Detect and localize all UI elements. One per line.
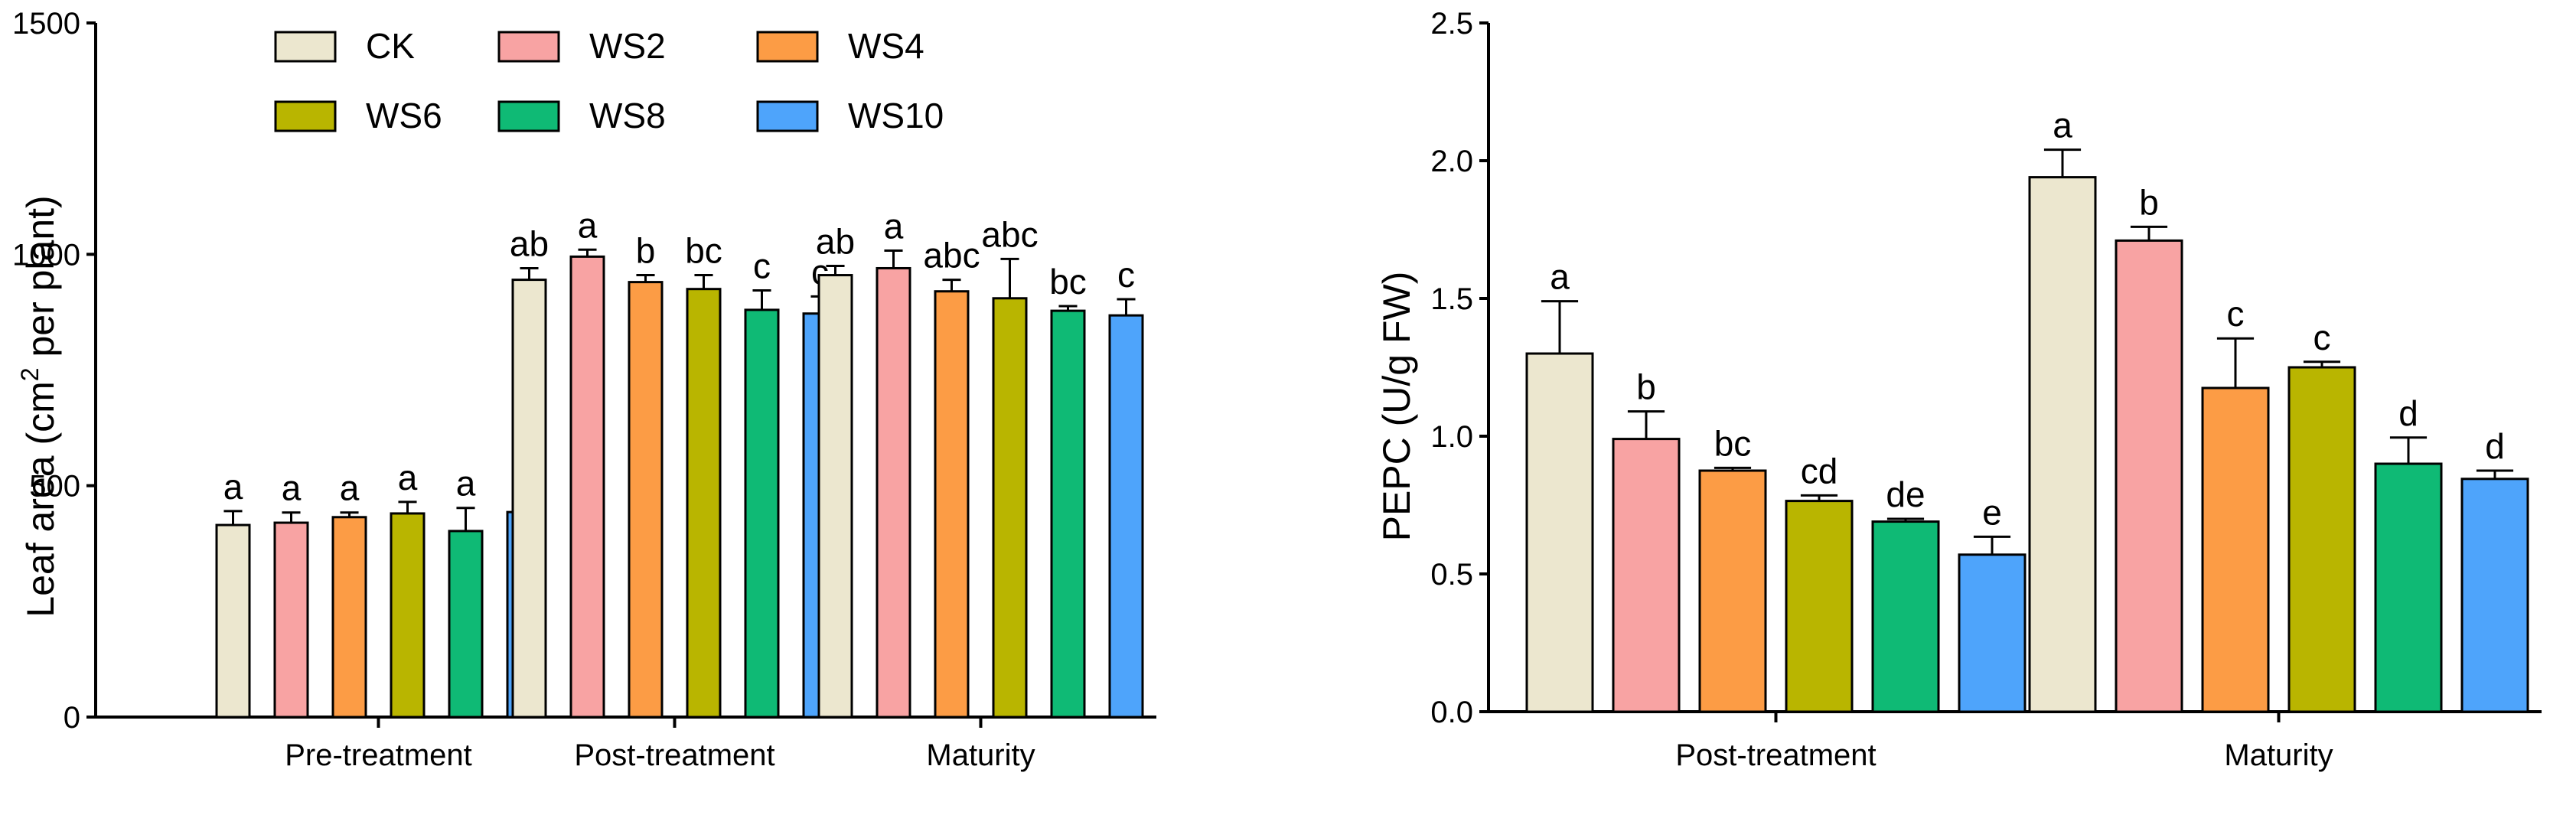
pepc-significance-letter: a — [2053, 106, 2072, 145]
leaf-area-significance-letter: a — [456, 464, 476, 504]
pepc-y-tick-label: 2.5 — [1430, 7, 1473, 41]
leaf-area-bar-ws4 — [331, 516, 367, 719]
leaf-area-significance-letter: bc — [685, 231, 722, 271]
pepc-bar-ws10 — [2460, 478, 2529, 713]
pepc-bar-ws8 — [1871, 520, 1940, 713]
pepc-significance-letter: cd — [1801, 451, 1838, 491]
pepc-y-tick-label: 1.5 — [1430, 282, 1473, 316]
leaf-area-y-label-superscript: 2 — [16, 367, 44, 381]
leaf-area-significance-letter: a — [282, 468, 302, 508]
leaf-area-bar-ws6 — [390, 512, 426, 719]
legend-swatch-ws10 — [756, 100, 819, 132]
legend-swatch-ck — [274, 31, 337, 63]
leaf-area-significance-letter: a — [884, 206, 904, 246]
pepc-significance-letter: e — [1982, 492, 2002, 532]
pepc-chart: PEPC (U/g FW) 0.0 0.5 1.0 1.5 2.0 2.5 Post-tre… — [1375, 7, 2542, 772]
pepc-significance-letter: c — [2227, 294, 2245, 334]
legend-label-ws8: WS8 — [589, 96, 666, 135]
pepc-y-axis-label: PEPC (U/g FW) — [1375, 272, 1418, 542]
leaf-area-significance-letter: abc — [923, 236, 980, 275]
pepc-significance-letter: bc — [1714, 423, 1752, 463]
leaf-area-significance-letter: bc — [1049, 262, 1087, 302]
pepc-significance-letter: d — [2485, 426, 2505, 466]
pepc-bar-ws10 — [1958, 553, 2027, 713]
leaf-area-y-tick-label: 1500 — [12, 7, 80, 41]
leaf-area-significance-letter: a — [223, 467, 243, 507]
leaf-area-significance-letter: ab — [510, 223, 549, 263]
pepc-significance-letter: de — [1886, 474, 1925, 514]
pepc-significance-letter: b — [2139, 182, 2159, 222]
legend-label-ws4: WS4 — [848, 26, 924, 66]
pepc-bar-ws2 — [1612, 438, 1681, 713]
leaf-area-bar-ws8 — [1050, 309, 1086, 719]
pepc-significance-letter: b — [1636, 367, 1656, 407]
leaf-area-significance-letter: a — [578, 205, 598, 245]
leaf-area-y-tick-label: 1000 — [12, 238, 80, 272]
legend-label-ws2: WS2 — [589, 26, 666, 66]
pepc-significance-letter: c — [2314, 318, 2331, 357]
leaf-area-y-axis-label: Leaf area (cm2 per plant) — [16, 195, 62, 617]
leaf-area-y-tick-label: 0 — [64, 701, 80, 735]
leaf-area-significance-letter: b — [636, 231, 656, 271]
pepc-category-label: Post-treatment — [1675, 738, 1876, 772]
leaf-area-bar-ws10 — [1108, 314, 1144, 719]
legend: CK WS2 WS4 WS6 WS8 WS10 — [274, 26, 944, 135]
leaf-area-bar-ws8 — [744, 308, 780, 719]
pepc-bar-ws6 — [1785, 500, 1854, 713]
legend-label-ck: CK — [366, 26, 415, 66]
leaf-area-bar-ck — [215, 523, 251, 719]
leaf-area-y-label-text: Leaf area (cm — [19, 381, 62, 617]
leaf-area-category-label: Pre-treatment — [285, 738, 472, 772]
pepc-y-tick-label: 1.0 — [1430, 420, 1473, 454]
leaf-area-bar-ck — [511, 279, 547, 719]
legend-swatch-ws4 — [756, 31, 819, 63]
pepc-category-label: Maturity — [2224, 738, 2333, 772]
leaf-area-significance-letter: a — [398, 458, 418, 497]
leaf-area-bar-ws6 — [686, 288, 722, 719]
leaf-area-bar-ws2 — [273, 521, 309, 719]
legend-label-ws10: WS10 — [848, 96, 944, 135]
legend-swatch-ws6 — [274, 100, 337, 132]
leaf-area-significance-letter: ab — [816, 221, 855, 261]
leaf-area-y-tick-label: 500 — [29, 470, 80, 504]
leaf-area-bar-ws4 — [934, 290, 970, 719]
pepc-bar-ws2 — [2115, 239, 2183, 713]
leaf-area-bar-ws2 — [569, 255, 605, 719]
leaf-area-y-label-text-end: per plant) — [19, 195, 62, 367]
leaf-area-bar-ck — [817, 274, 853, 719]
leaf-area-bar-ws2 — [876, 266, 911, 719]
leaf-area-category-label: Post-treatment — [574, 738, 774, 772]
leaf-area-significance-letter: c — [753, 246, 771, 285]
pepc-bar-ws8 — [2374, 462, 2443, 713]
pepc-y-tick-label: 0.0 — [1430, 696, 1473, 729]
legend-swatch-ws8 — [497, 100, 560, 132]
leaf-area-significance-letter: abc — [981, 214, 1038, 254]
pepc-bar-ws4 — [1698, 469, 1767, 713]
legend-swatch-ws2 — [497, 31, 560, 63]
leaf-area-bar-ws4 — [628, 281, 664, 719]
pepc-y-tick-label: 2.0 — [1430, 145, 1473, 178]
pepc-bar-ck — [1525, 352, 1594, 713]
pepc-significance-letter: a — [1550, 257, 1570, 297]
pepc-bar-ws4 — [2201, 386, 2270, 713]
legend-label-ws6: WS6 — [366, 96, 442, 135]
pepc-bar-ws6 — [2287, 366, 2356, 713]
pepc-bar-ck — [2028, 176, 2097, 713]
leaf-area-significance-letter: a — [340, 468, 360, 508]
leaf-area-bar-ws8 — [448, 530, 484, 719]
leaf-area-chart: Leaf area (cm2 per plant) CK WS2 WS4 WS6 WS8… — [12, 7, 1156, 772]
pepc-significance-letter: d — [2398, 393, 2418, 433]
pepc-y-tick-label: 0.5 — [1430, 558, 1473, 592]
leaf-area-bar-ws6 — [992, 297, 1028, 719]
leaf-area-significance-letter: c — [1117, 255, 1135, 295]
leaf-area-category-label: Maturity — [926, 738, 1035, 772]
